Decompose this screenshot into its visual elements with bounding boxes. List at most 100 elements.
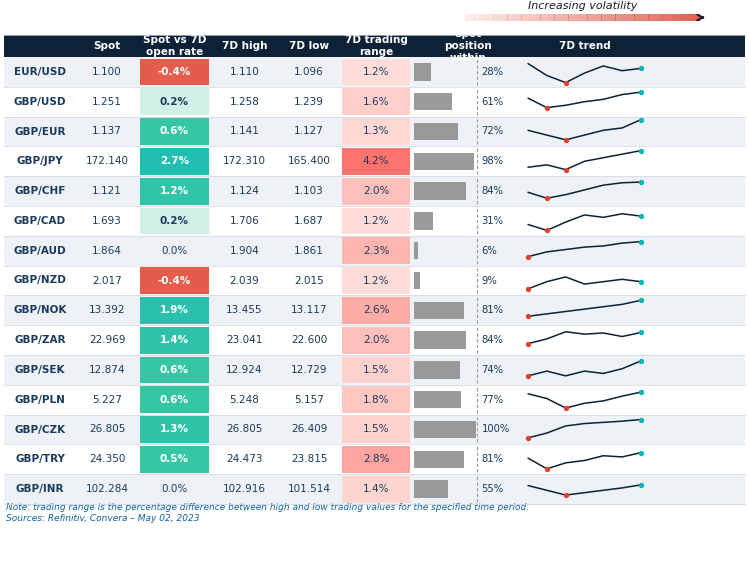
Bar bbox=[414, 272, 419, 289]
Text: 1.4%: 1.4% bbox=[160, 335, 189, 345]
Bar bbox=[414, 302, 464, 319]
Bar bbox=[536, 14, 541, 21]
Bar bbox=[545, 14, 550, 21]
Text: 0.0%: 0.0% bbox=[161, 246, 188, 256]
Text: -0.4%: -0.4% bbox=[158, 67, 191, 77]
Text: 2.017: 2.017 bbox=[92, 276, 122, 286]
Bar bbox=[474, 14, 479, 21]
Text: 84%: 84% bbox=[482, 335, 503, 345]
Text: 1.8%: 1.8% bbox=[363, 395, 389, 405]
Bar bbox=[686, 14, 691, 21]
Text: 55%: 55% bbox=[482, 484, 503, 494]
Text: 12.729: 12.729 bbox=[291, 365, 327, 375]
Text: GBP/CHF: GBP/CHF bbox=[14, 186, 66, 196]
Text: 172.140: 172.140 bbox=[85, 156, 129, 166]
Text: GBP/SEK: GBP/SEK bbox=[15, 365, 65, 375]
Bar bbox=[639, 14, 644, 21]
Text: 5.248: 5.248 bbox=[229, 395, 259, 405]
Text: Spot
position
within: Spot position within bbox=[444, 28, 492, 64]
Text: 1.258: 1.258 bbox=[229, 97, 259, 107]
Text: 23.041: 23.041 bbox=[226, 335, 263, 345]
Text: 31%: 31% bbox=[482, 216, 503, 226]
Text: 2.039: 2.039 bbox=[230, 276, 259, 286]
Bar bbox=[4, 206, 745, 236]
Text: GBP/NOK: GBP/NOK bbox=[13, 305, 67, 315]
Text: 22.969: 22.969 bbox=[88, 335, 125, 345]
Text: 24.473: 24.473 bbox=[226, 454, 263, 464]
Bar bbox=[140, 357, 209, 383]
Bar bbox=[484, 14, 489, 21]
Bar bbox=[140, 416, 209, 443]
Bar bbox=[414, 451, 464, 468]
Bar bbox=[597, 14, 601, 21]
Bar bbox=[517, 14, 522, 21]
Text: 72%: 72% bbox=[482, 126, 503, 137]
Text: 12.924: 12.924 bbox=[226, 365, 263, 375]
Text: 1.861: 1.861 bbox=[294, 246, 324, 256]
Bar bbox=[649, 14, 653, 21]
Bar bbox=[610, 14, 616, 21]
Text: 2.7%: 2.7% bbox=[160, 156, 189, 166]
Bar bbox=[414, 183, 466, 200]
Text: GBP/NZD: GBP/NZD bbox=[13, 276, 67, 286]
Bar bbox=[4, 385, 745, 414]
Text: 81%: 81% bbox=[482, 305, 503, 315]
Bar bbox=[681, 14, 686, 21]
Bar bbox=[583, 14, 587, 21]
Text: 1.137: 1.137 bbox=[92, 126, 122, 137]
Text: GBP/INR: GBP/INR bbox=[16, 484, 64, 494]
Text: 0.0%: 0.0% bbox=[161, 484, 188, 494]
Bar bbox=[531, 14, 536, 21]
Bar bbox=[342, 386, 410, 413]
Bar bbox=[4, 325, 745, 355]
Text: 7D high: 7D high bbox=[222, 41, 267, 51]
Bar bbox=[470, 14, 475, 21]
Text: 98%: 98% bbox=[482, 156, 503, 166]
Text: 13.455: 13.455 bbox=[226, 305, 263, 315]
Text: 2.3%: 2.3% bbox=[363, 246, 389, 256]
Text: 84%: 84% bbox=[482, 186, 503, 196]
Text: 9%: 9% bbox=[482, 276, 497, 286]
Text: 172.310: 172.310 bbox=[223, 156, 266, 166]
Bar bbox=[573, 14, 578, 21]
Text: 1.2%: 1.2% bbox=[363, 276, 389, 286]
Bar bbox=[550, 14, 554, 21]
Text: 4.2%: 4.2% bbox=[363, 156, 389, 166]
Text: 1.687: 1.687 bbox=[294, 216, 324, 226]
Bar bbox=[4, 265, 745, 295]
Bar bbox=[653, 14, 658, 21]
Bar bbox=[414, 361, 460, 379]
Bar bbox=[140, 58, 209, 85]
Text: EUR/USD: EUR/USD bbox=[14, 67, 66, 77]
Text: GBP/AUD: GBP/AUD bbox=[13, 246, 67, 256]
Bar bbox=[414, 421, 476, 438]
Bar bbox=[493, 14, 498, 21]
Bar bbox=[342, 357, 410, 383]
Bar bbox=[616, 14, 620, 21]
Text: Sources: Refinitiv, Convera – May 02, 2023: Sources: Refinitiv, Convera – May 02, 20… bbox=[6, 514, 199, 523]
Bar bbox=[4, 236, 745, 265]
Text: Note: trading range is the percentage difference between high and low trading va: Note: trading range is the percentage di… bbox=[6, 503, 529, 512]
Bar bbox=[140, 327, 209, 353]
Bar bbox=[140, 208, 209, 234]
Bar bbox=[414, 64, 431, 81]
Text: 0.6%: 0.6% bbox=[160, 395, 189, 405]
Bar bbox=[342, 416, 410, 443]
Bar bbox=[140, 297, 209, 324]
Bar bbox=[414, 391, 461, 408]
Text: 81%: 81% bbox=[482, 454, 503, 464]
Bar bbox=[587, 14, 592, 21]
Bar bbox=[4, 87, 745, 117]
Text: 1.239: 1.239 bbox=[294, 97, 324, 107]
Bar bbox=[414, 480, 448, 498]
Bar bbox=[414, 93, 452, 111]
Text: 102.284: 102.284 bbox=[85, 484, 129, 494]
Bar bbox=[342, 118, 410, 145]
Bar bbox=[540, 14, 545, 21]
Text: 1.127: 1.127 bbox=[294, 126, 324, 137]
Text: 1.6%: 1.6% bbox=[363, 97, 389, 107]
Text: 165.400: 165.400 bbox=[288, 156, 330, 166]
Bar bbox=[4, 57, 745, 87]
Text: 2.015: 2.015 bbox=[294, 276, 324, 286]
Bar bbox=[592, 14, 597, 21]
